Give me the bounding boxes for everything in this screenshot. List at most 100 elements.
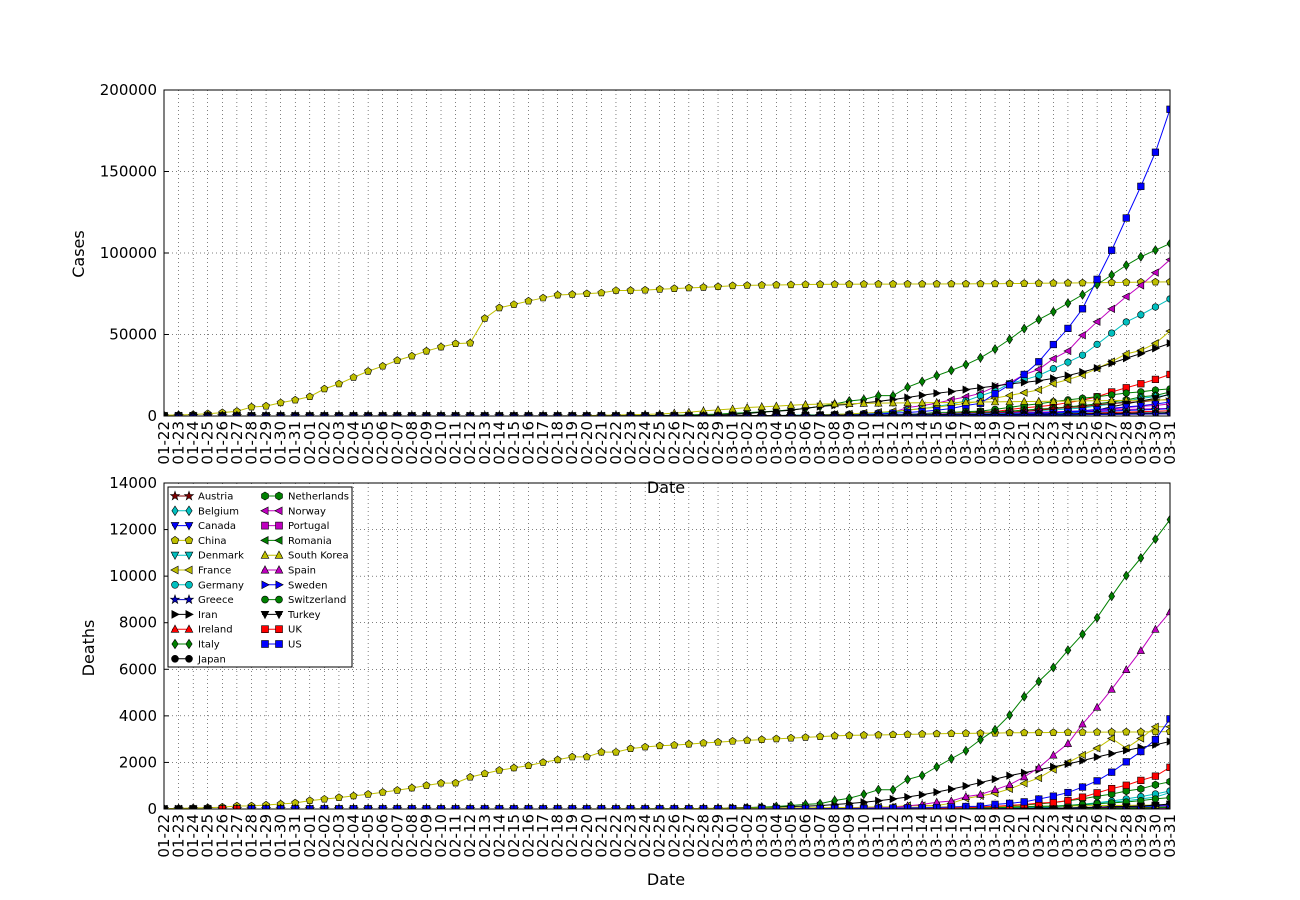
data-point: [1093, 612, 1101, 623]
data-point: [904, 382, 911, 393]
data-point: [961, 397, 971, 406]
legend-entry: Switzerland: [261, 595, 346, 606]
cases-xtick-label: 03-05: [782, 421, 800, 465]
legend-label: Sweden: [288, 580, 328, 591]
data-point: [1122, 570, 1130, 581]
legend-label: Iran: [198, 610, 218, 621]
cases-xtick-label: 01-31: [286, 421, 304, 465]
deaths-xtick-label: 03-10: [855, 814, 873, 858]
data-point: [830, 280, 839, 288]
data-point: [1093, 728, 1102, 736]
deaths-ytick-label: 2000: [119, 753, 157, 771]
data-point: [1122, 214, 1130, 222]
data-point: [830, 399, 839, 408]
data-point: [1166, 339, 1170, 348]
legend-marker: [169, 490, 181, 501]
data-point: [962, 359, 970, 370]
legend-marker: [260, 536, 269, 545]
data-point: [1063, 346, 1072, 356]
deaths-xtick-label: 03-23: [1044, 814, 1062, 858]
legend-marker: [275, 640, 283, 648]
data-point: [904, 774, 911, 785]
deaths-xtick-label: 02-02: [315, 814, 333, 858]
data-point: [1078, 793, 1087, 801]
data-point: [728, 737, 737, 745]
data-point: [1092, 317, 1101, 326]
data-point: [845, 731, 854, 739]
series-line: [164, 281, 1170, 416]
legend-marker: [184, 551, 194, 561]
legend-marker: [185, 638, 193, 650]
data-point: [1064, 788, 1072, 797]
data-point: [655, 285, 664, 293]
data-point: [524, 761, 533, 769]
legend-marker: [184, 565, 193, 575]
cases-xtick-label: 03-16: [942, 421, 960, 465]
legend-marker: [260, 610, 270, 620]
data-point: [801, 280, 810, 288]
data-point: [699, 283, 708, 291]
data-point: [1136, 645, 1145, 654]
deaths-xtick-label: 02-01: [301, 814, 319, 858]
data-point: [612, 286, 620, 294]
cases-xtick-label: 02-08: [403, 421, 421, 465]
legend-marker: [275, 625, 283, 634]
legend-marker: [170, 536, 180, 544]
deaths-xtick-label: 03-02: [738, 814, 756, 858]
deaths-xtick-label: 02-21: [592, 814, 610, 858]
data-point: [1064, 358, 1072, 366]
data-point: [1034, 773, 1043, 783]
data-point: [1108, 789, 1116, 799]
data-point: [1035, 795, 1043, 803]
data-point: [262, 401, 271, 410]
data-point: [1136, 281, 1145, 290]
data-point: [1034, 728, 1043, 736]
cases-xtick-label: 03-29: [1132, 421, 1150, 465]
deaths-xtick-label: 03-29: [1132, 814, 1150, 858]
data-point: [378, 361, 387, 370]
legend-marker: [171, 638, 179, 650]
data-point: [1063, 396, 1073, 405]
data-point: [524, 296, 533, 305]
deaths-xtick-label: 02-12: [461, 814, 479, 858]
data-point: [1020, 323, 1028, 334]
legend-entry: Italy: [171, 638, 220, 651]
data-point: [1151, 400, 1160, 409]
data-point: [874, 279, 883, 288]
deaths-xtick-label: 02-19: [563, 814, 581, 858]
data-point: [1093, 340, 1101, 348]
data-point: [786, 400, 796, 409]
cases-xtick-label: 03-04: [767, 421, 785, 465]
deaths-xtick-label: 02-10: [432, 814, 450, 858]
data-point: [918, 790, 927, 799]
deaths-xtick-label: 02-29: [709, 814, 727, 858]
deaths-ytick-label: 8000: [119, 614, 157, 632]
deaths-xtick-label: 02-14: [490, 814, 508, 858]
data-point: [860, 789, 868, 800]
data-point: [1064, 371, 1073, 380]
data-point: [568, 290, 577, 298]
legend-label: Belgium: [198, 506, 239, 517]
cases-xtick-label: 03-28: [1117, 421, 1135, 465]
data-point: [1049, 728, 1058, 736]
data-point: [1151, 395, 1160, 403]
legend-entry: South Korea: [260, 550, 349, 562]
data-point: [933, 761, 941, 772]
deaths-frame: [163, 482, 1171, 810]
legend-entry: Turkey: [260, 610, 321, 621]
data-point: [991, 724, 999, 735]
data-point: [947, 365, 955, 376]
data-point: [801, 733, 810, 741]
data-point: [1034, 365, 1043, 374]
data-point: [1092, 744, 1101, 753]
deaths-xtick-label: 03-07: [811, 814, 829, 858]
data-point: [772, 280, 781, 289]
data-point: [1049, 750, 1058, 759]
cases-xtick-label: 02-17: [534, 421, 552, 465]
cases-xtick-label: 02-18: [549, 421, 567, 465]
cases-ytick-label: 200000: [100, 81, 157, 99]
data-point: [889, 794, 898, 804]
legend-entry: Norway: [260, 506, 326, 517]
data-point: [1050, 374, 1058, 383]
data-point: [1122, 758, 1130, 766]
